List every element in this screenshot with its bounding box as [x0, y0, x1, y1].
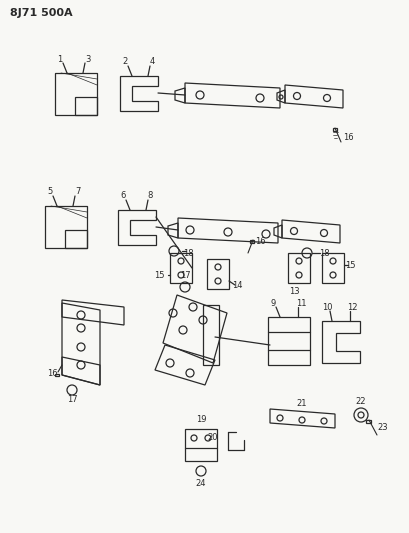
- Bar: [184, 429, 216, 461]
- Text: 9: 9: [270, 298, 275, 308]
- Text: 17: 17: [179, 271, 190, 279]
- Text: 21: 21: [296, 399, 306, 408]
- Text: 8: 8: [147, 191, 152, 200]
- Bar: [207, 259, 229, 289]
- Text: 15: 15: [344, 261, 354, 270]
- Text: 5: 5: [47, 188, 52, 197]
- Bar: [170, 253, 191, 283]
- Text: 2: 2: [122, 58, 127, 67]
- Text: 16: 16: [254, 237, 265, 246]
- Text: 4: 4: [149, 58, 154, 67]
- Text: 18: 18: [318, 248, 328, 257]
- Bar: [321, 253, 343, 283]
- Text: 24: 24: [195, 479, 206, 488]
- Text: 6: 6: [120, 191, 126, 200]
- Text: 20: 20: [207, 433, 218, 442]
- Text: 8J71 500A: 8J71 500A: [10, 8, 72, 18]
- Bar: [202, 305, 218, 365]
- Text: 12: 12: [346, 303, 356, 311]
- Text: 17: 17: [67, 395, 77, 405]
- Text: 19: 19: [195, 415, 206, 424]
- Text: 10: 10: [321, 303, 331, 311]
- Text: 16: 16: [342, 133, 353, 142]
- Text: 7: 7: [75, 188, 81, 197]
- Text: 18: 18: [182, 248, 193, 257]
- Text: 13: 13: [288, 287, 299, 295]
- Text: 1: 1: [57, 54, 63, 63]
- Text: 23: 23: [377, 423, 387, 432]
- Text: 11: 11: [295, 298, 306, 308]
- Text: 3: 3: [85, 54, 90, 63]
- Bar: [287, 253, 309, 283]
- Text: 15: 15: [154, 271, 164, 279]
- Text: 14: 14: [231, 280, 242, 289]
- Text: 16: 16: [47, 368, 57, 377]
- Text: 22: 22: [355, 397, 365, 406]
